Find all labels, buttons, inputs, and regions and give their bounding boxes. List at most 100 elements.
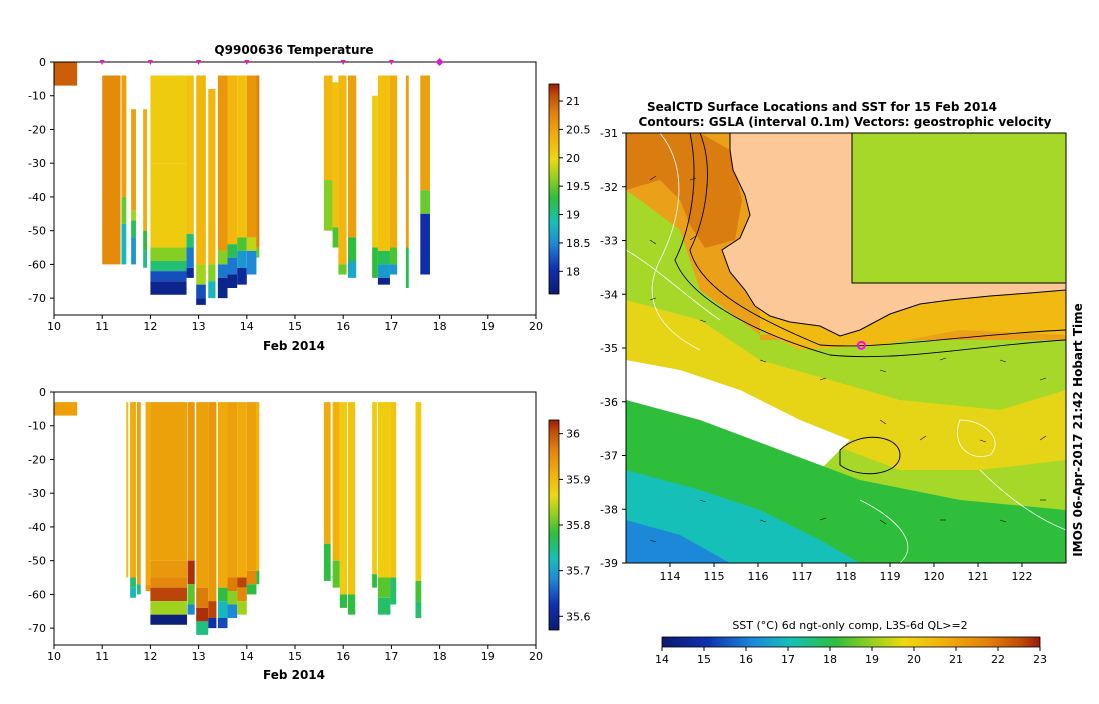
profile-11-segment-3 (237, 267, 247, 285)
sst-warm-core (626, 133, 742, 248)
sst-coldest-band (626, 520, 730, 563)
x-tick-label-9: 19 (481, 320, 495, 333)
map-title: SealCTD Surface Locations and SST for 15… (647, 100, 997, 114)
profile-5-segment-0 (150, 75, 187, 164)
profile-10-segment-1 (227, 577, 238, 592)
lat-tick-label-6: -37 (600, 450, 618, 463)
salinity-x-ticks: 10 11 12 13 14 15 16 17 18 19 20 (47, 645, 543, 663)
profile-13-segment-1 (256, 247, 260, 258)
profile-11-segment-3 (237, 601, 247, 615)
lon-tick-label-2: 116 (748, 570, 769, 583)
profile-6-segment-2 (186, 247, 194, 268)
profile-7-segment-1 (196, 587, 209, 608)
sst-colorbar-tick-label-4: 18 (823, 653, 837, 666)
temperature-colorbar (548, 83, 560, 295)
colorbar-tick-label-0: 18 (566, 265, 580, 278)
x-tick-label-0: 10 (47, 650, 61, 663)
x-tick-label-9: 19 (481, 650, 495, 663)
profile-9-segment-1 (217, 587, 228, 602)
y-tick-label-7: -70 (28, 622, 46, 635)
seal-location-marker (856, 340, 866, 350)
profile-3-segment-3 (131, 237, 136, 265)
x-tick-label-4: 14 (240, 320, 254, 333)
lon-tick-label-5: 119 (880, 570, 901, 583)
profile-12-segment-1 (246, 570, 257, 585)
profile-3-segment-0 (136, 402, 141, 585)
profile-22-segment-2 (420, 213, 430, 275)
profile-19-segment-1 (377, 250, 390, 265)
sst-colorbar-tick-label-9: 23 (1033, 653, 1047, 666)
profile-1-segment-0 (102, 75, 121, 265)
profile-5-segment-1 (150, 560, 188, 578)
x-tick-label-0: 10 (47, 320, 61, 333)
profile-7-segment-1 (196, 264, 206, 285)
salinity-y-ticks: 0 -10 -20 -30 -40 -50 -60 -70 (28, 386, 54, 635)
x-tick-label-6: 16 (336, 320, 350, 333)
temperature-x-ticks: 10 11 12 13 14 15 16 17 18 19 20 (47, 315, 543, 333)
lat-tick-label-8: -39 (600, 557, 618, 570)
profile-10-segment-3 (227, 604, 238, 619)
profile-10-segment-1 (227, 244, 238, 258)
x-tick-label-2: 12 (143, 650, 157, 663)
day-marker-0 (99, 60, 105, 65)
profile-19-segment-2 (377, 597, 391, 615)
x-tick-label-4: 14 (240, 650, 254, 663)
profile-4-segment-1 (145, 584, 151, 592)
profile-18-segment-1 (372, 247, 378, 278)
profile-9-segment-0 (217, 75, 228, 251)
profile-21-segment-0 (405, 75, 409, 248)
profile-8-segment-2 (208, 618, 217, 629)
profile-17-segment-1 (348, 594, 356, 615)
profile-15-segment-0 (332, 402, 340, 561)
profile-11-segment-1 (237, 577, 247, 588)
profile-11-segment-1 (237, 237, 247, 251)
lon-tick-label-0: 114 (660, 570, 681, 583)
day-marker-2 (196, 60, 202, 65)
profile-14-segment-1 (323, 180, 333, 231)
profile-12-segment-0 (246, 75, 257, 238)
sst-colorbar-tick-label-8: 22 (991, 653, 1005, 666)
profile-4-segment-2 (143, 250, 148, 268)
lon-tick-label-1: 115 (704, 570, 725, 583)
profile-2-segment-1 (121, 196, 127, 224)
x-tick-label-6: 16 (336, 650, 350, 663)
temperature-panel: Q9900636 Temperature 10 11 12 13 14 15 16 17 18 1… (28, 43, 590, 353)
lat-tick-label-3: -34 (600, 288, 618, 301)
y-tick-label-4: -40 (28, 191, 46, 204)
profile-7-segment-3 (196, 621, 209, 635)
profile-4-segment-0 (143, 109, 148, 231)
y-tick-label-0: 0 (39, 56, 46, 69)
profile-20-segment-2 (389, 264, 398, 275)
profile-3-segment-1 (136, 584, 141, 595)
profile-18-segment-0 (372, 95, 378, 248)
profile-5-segment-2 (150, 577, 188, 588)
profile-20-segment-1 (389, 247, 398, 265)
temperature-xlabel: Feb 2014 (263, 339, 325, 353)
y-tick-label-2: -20 (28, 453, 46, 466)
day-marker-6 (435, 58, 444, 66)
y-tick-label-3: -30 (28, 157, 46, 170)
lon-tick-label-3: 117 (792, 570, 813, 583)
temperature-title: Q9900636 Temperature (214, 43, 373, 57)
profile-7-segment-0 (196, 75, 206, 265)
profile-21-segment-0 (415, 402, 422, 581)
profile-14-segment-0 (323, 402, 331, 544)
profile-9-segment-0 (217, 402, 228, 588)
profile-2-segment-2 (130, 587, 136, 598)
profile-8-segment-1 (208, 264, 216, 282)
profile-11-segment-2 (237, 250, 247, 268)
profile-10-segment-3 (227, 274, 238, 289)
lon-tick-label-8: 122 (1012, 570, 1033, 583)
profile-10-segment-2 (227, 257, 238, 275)
y-tick-label-2: -20 (28, 123, 46, 136)
gsla-contours-black (674, 133, 1066, 475)
profile-20-segment-1 (390, 577, 397, 605)
x-tick-label-5: 15 (288, 320, 302, 333)
colorbar-tick-label-4: 20 (566, 152, 580, 165)
profile-15-segment-1 (332, 227, 339, 248)
profile-17-segment-1 (348, 237, 357, 262)
sst-map-panel: SealCTD Surface Locations and SST for 15… (600, 100, 1085, 666)
profile-6-segment-0 (186, 75, 194, 235)
profile-16-segment-1 (338, 264, 347, 275)
